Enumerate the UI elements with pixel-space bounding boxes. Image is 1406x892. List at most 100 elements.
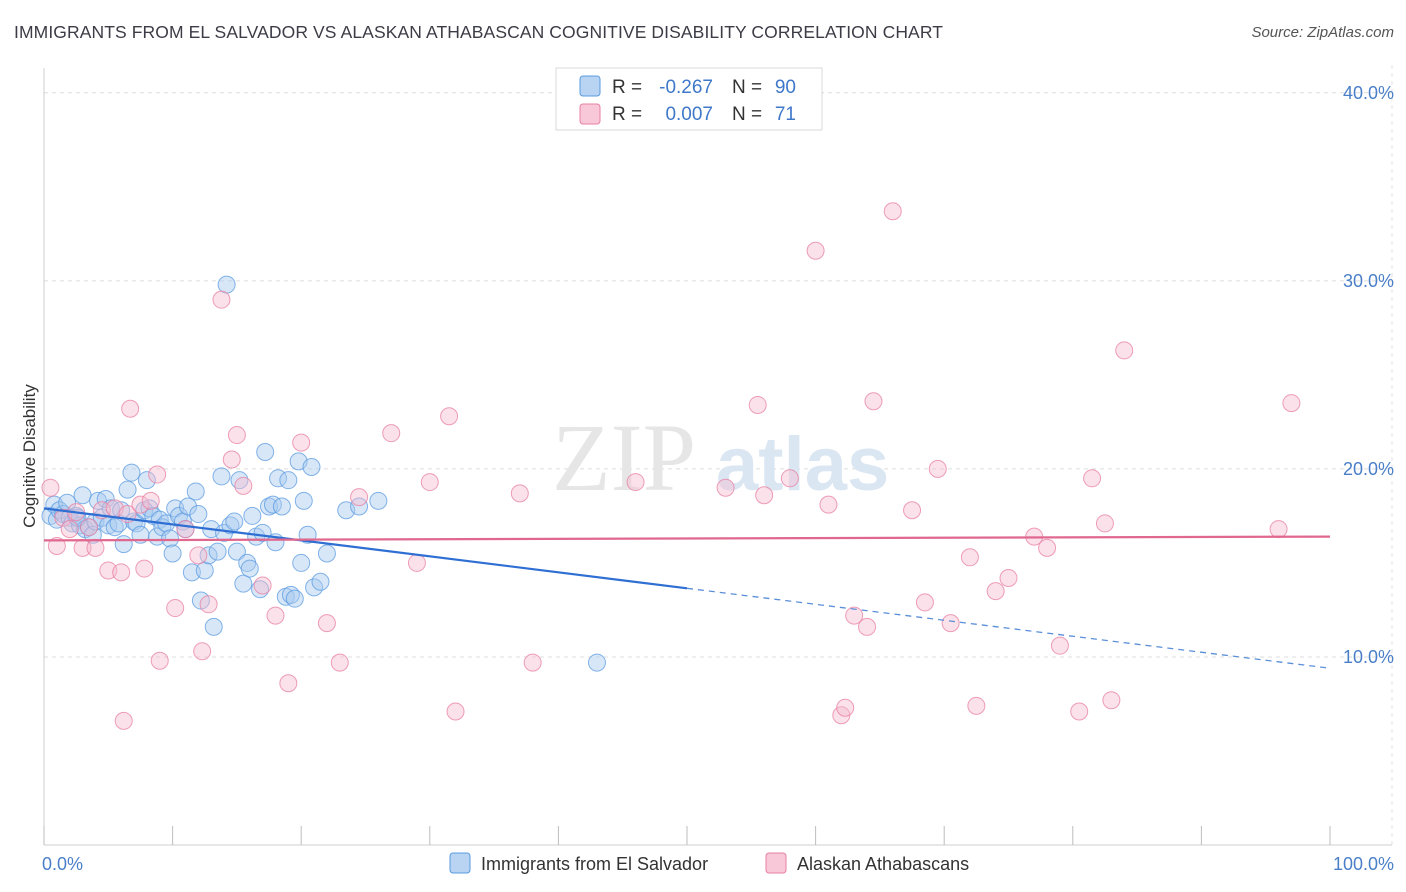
legend-label-athabascans: Alaskan Athabascans (797, 854, 969, 874)
point-series0-57 (225, 512, 244, 531)
point-series1-55 (883, 202, 902, 221)
point-series0-51 (204, 617, 223, 636)
stats-swatch-blue (579, 75, 601, 97)
point-series1-72 (1269, 520, 1288, 539)
stats-n-value-pink: 71 (775, 104, 796, 125)
stats-r-label-blue: R = (612, 77, 642, 98)
point-series1-21 (176, 520, 195, 539)
point-series1-20 (166, 599, 185, 618)
point-series1-42 (523, 653, 542, 672)
point-series1-48 (806, 241, 825, 260)
point-series1-59 (941, 614, 960, 633)
point-series1-67 (1070, 702, 1089, 721)
point-series1-40 (446, 702, 465, 721)
stats-r-label-pink: R = (612, 104, 642, 125)
point-series1-3 (60, 520, 79, 539)
point-series0-78 (292, 553, 311, 572)
point-series1-41 (510, 484, 529, 503)
point-series0-58 (227, 542, 246, 561)
point-series1-24 (199, 595, 218, 614)
point-series0-48 (195, 561, 214, 580)
point-series0-45 (186, 482, 205, 501)
point-series0-25 (122, 463, 141, 482)
watermark-atlas: atlas (716, 422, 889, 507)
point-series0-79 (294, 491, 313, 510)
point-series0-84 (317, 544, 336, 563)
point-series0-53 (212, 467, 231, 486)
legend: Immigrants from El Salvador Alaskan Atha… (449, 852, 969, 874)
point-series0-60 (234, 574, 253, 593)
point-series1-54 (864, 392, 883, 411)
point-series1-27 (227, 426, 246, 445)
point-series1-44 (716, 478, 735, 497)
point-series1-31 (279, 674, 298, 693)
stats-n-label-pink: N = (732, 104, 762, 125)
point-series1-1 (47, 537, 66, 556)
point-series1-45 (748, 395, 767, 414)
point-series0-43 (179, 497, 198, 516)
point-series1-11 (112, 563, 131, 582)
point-series0-69 (263, 495, 282, 514)
point-series1-15 (131, 495, 150, 514)
point-series1-66 (1050, 636, 1069, 655)
stats-swatch-pink (579, 103, 601, 125)
legend-swatch-el-salvador (449, 852, 471, 874)
point-series1-62 (986, 582, 1005, 601)
point-series1-36 (382, 424, 401, 443)
point-series0-62 (240, 559, 259, 578)
point-series1-47 (780, 469, 799, 488)
point-series1-34 (330, 653, 349, 672)
point-series1-46 (755, 486, 774, 505)
point-series0-67 (256, 442, 275, 461)
point-series1-13 (114, 711, 133, 730)
point-series0-52 (208, 542, 227, 561)
axes: 10.0% 20.0% 30.0% 40.0% (43, 68, 1394, 846)
point-series0-55 (217, 275, 236, 294)
point-series1-25 (212, 290, 231, 309)
point-series0-83 (311, 572, 330, 591)
point-series1-33 (317, 614, 336, 633)
point-series0-63 (243, 506, 262, 525)
point-series1-61 (967, 696, 986, 715)
stats-n-value-blue: 90 (775, 77, 796, 98)
point-series0-24 (118, 480, 137, 499)
point-series0-10 (73, 486, 92, 505)
point-series0-38 (163, 544, 182, 563)
point-series0-37 (161, 529, 180, 548)
stats-box: R = -0.267 N = 90 R = 0.007 N = 71 (555, 67, 823, 131)
x-tick-label-100: 100.0% (1333, 854, 1394, 874)
point-series1-32 (292, 433, 311, 452)
point-series1-51 (836, 698, 855, 717)
point-series1-14 (121, 399, 140, 418)
point-series0-17 (96, 489, 115, 508)
stats-n-label-blue: N = (732, 77, 762, 98)
point-series1-19 (150, 651, 169, 670)
point-series1-53 (858, 617, 877, 636)
point-series1-39 (440, 407, 459, 426)
stats-r-value-pink: 0.007 (665, 104, 713, 125)
y-tick-label-20: 20.0% (1343, 459, 1394, 479)
point-series1-57 (915, 593, 934, 612)
point-series1-22 (189, 546, 208, 565)
point-series1-6 (80, 518, 99, 537)
point-series1-68 (1083, 469, 1102, 488)
gridlines (44, 65, 1393, 845)
stats-r-value-blue: -0.267 (659, 77, 713, 98)
point-series1-49 (819, 495, 838, 514)
point-series1-58 (928, 459, 947, 478)
point-series0-23 (114, 535, 133, 554)
point-series0-81 (302, 458, 321, 477)
point-series1-26 (222, 450, 241, 469)
point-series0-30 (137, 471, 156, 490)
legend-swatch-athabascans (765, 852, 787, 874)
watermark-zip: ZIP (552, 404, 696, 511)
y-tick-label-10: 10.0% (1343, 647, 1394, 667)
point-series1-18 (148, 465, 167, 484)
point-series0-76 (285, 589, 304, 608)
y-axis-label: Cognitive Disability (20, 384, 39, 528)
y-tick-label-40: 40.0% (1343, 83, 1394, 103)
y-tick-label-30: 30.0% (1343, 271, 1394, 291)
trend-line-athabascans (43, 535, 1331, 542)
point-series1-0 (41, 478, 60, 497)
